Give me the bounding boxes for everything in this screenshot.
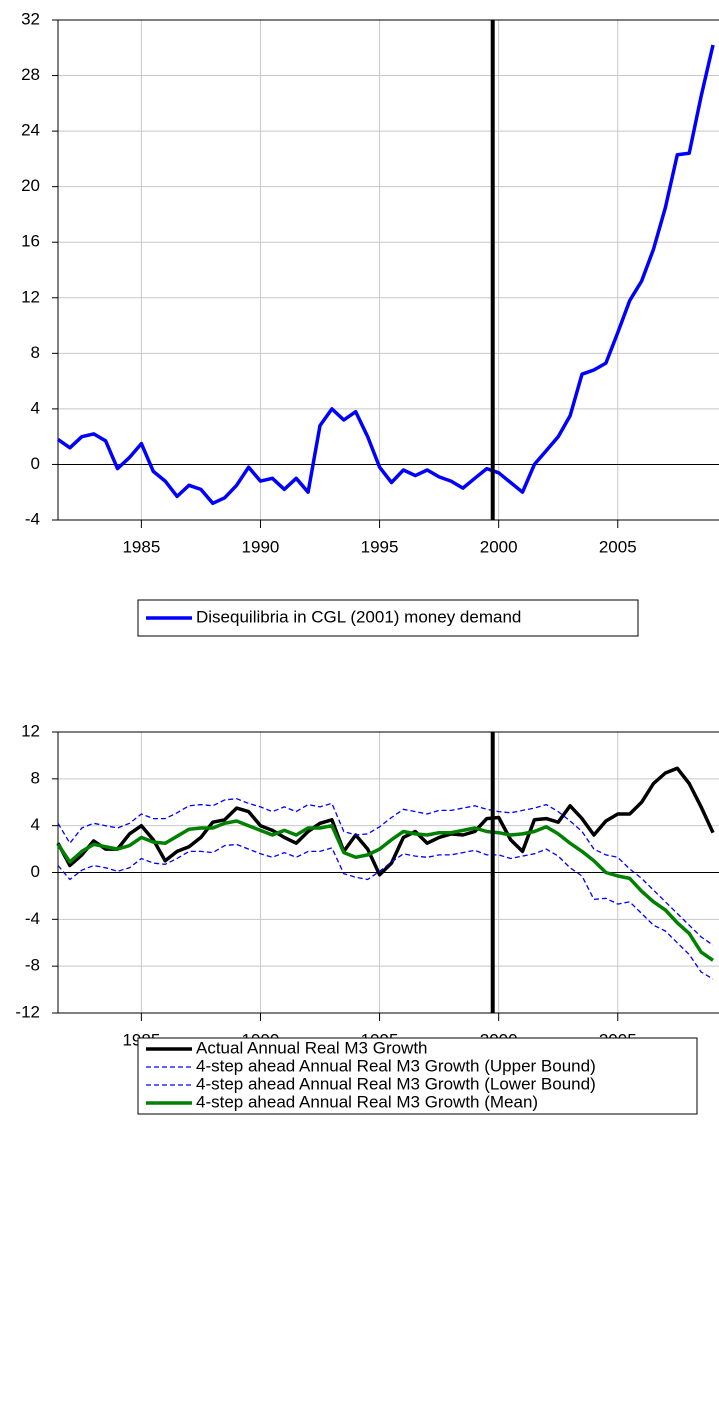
y-tick-label: -8: [25, 956, 40, 975]
y-tick-label: -4: [25, 509, 40, 528]
y-tick-label: 4: [31, 815, 40, 834]
legend-box: [137, 599, 639, 637]
series-line: [56, 766, 715, 877]
x-tick-label: 2005: [599, 537, 637, 556]
y-tick-label: 8: [31, 768, 40, 787]
y-tick-label: 0: [31, 454, 40, 473]
y-tick-label: 12: [21, 721, 40, 740]
series-line: [57, 843, 714, 980]
series-line: [57, 798, 714, 946]
y-tick-label: 16: [21, 232, 40, 251]
y-tick-label: 0: [31, 862, 40, 881]
y-tick-label: 12: [21, 287, 40, 306]
legend-label: 4-step ahead Annual Real M3 Growth (Lowe…: [196, 1074, 596, 1093]
y-tick-label: 4: [31, 398, 40, 417]
legend-box: [137, 1037, 698, 1115]
y-tick-label: 8: [31, 343, 40, 362]
legend-label: 4-step ahead Annual Real M3 Growth (Uppe…: [196, 1056, 596, 1075]
x-tick-label: 1990: [242, 537, 280, 556]
x-tick-label: 1985: [122, 537, 160, 556]
plot-frame: [57, 731, 719, 1014]
y-tick-label: -4: [25, 909, 40, 928]
series-line: [56, 819, 714, 962]
x-tick-label: 1995: [361, 537, 399, 556]
plot-frame: [57, 19, 719, 521]
y-tick-label: 24: [21, 121, 40, 140]
y-tick-label: 20: [21, 176, 40, 195]
legend-label: 4-step ahead Annual Real M3 Growth (Mean…: [196, 1092, 538, 1111]
x-tick-label: 2000: [480, 537, 518, 556]
y-tick-label: 28: [21, 65, 40, 84]
legend-label: Actual Annual Real M3 Growth: [196, 1038, 428, 1057]
y-tick-label: 32: [21, 9, 40, 28]
y-tick-label: -12: [15, 1002, 40, 1021]
series-line: [56, 44, 715, 506]
legend-label: Disequilibria in CGL (2001) money demand: [196, 607, 521, 626]
